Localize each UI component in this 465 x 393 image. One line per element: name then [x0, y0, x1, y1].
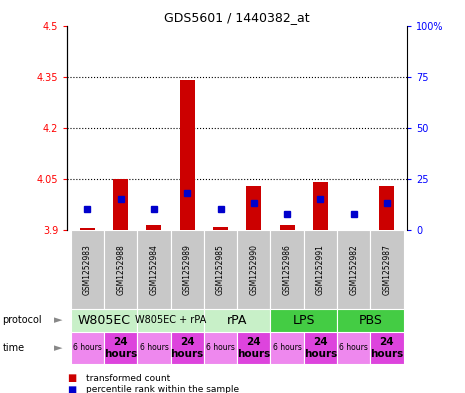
- Text: percentile rank within the sample: percentile rank within the sample: [86, 386, 239, 393]
- Bar: [237, 230, 271, 309]
- Bar: [71, 332, 104, 364]
- Bar: [370, 332, 404, 364]
- Text: 6 hours: 6 hours: [339, 343, 368, 352]
- Bar: [71, 309, 137, 332]
- Bar: [113, 180, 128, 230]
- Text: 6 hours: 6 hours: [140, 343, 168, 352]
- Bar: [279, 225, 294, 230]
- Bar: [180, 80, 195, 230]
- Bar: [171, 332, 204, 364]
- Text: PBS: PBS: [359, 314, 382, 327]
- Bar: [237, 332, 271, 364]
- Bar: [137, 332, 171, 364]
- Bar: [304, 230, 337, 309]
- Text: GSM1252983: GSM1252983: [83, 244, 92, 295]
- Bar: [213, 227, 228, 230]
- Text: protocol: protocol: [2, 315, 42, 325]
- Bar: [204, 309, 271, 332]
- Text: ►: ►: [54, 343, 62, 353]
- Bar: [271, 230, 304, 309]
- Text: GSM1252986: GSM1252986: [283, 244, 292, 295]
- Text: 24
hours: 24 hours: [237, 337, 271, 358]
- Text: GSM1252985: GSM1252985: [216, 244, 225, 295]
- Text: 6 hours: 6 hours: [206, 343, 235, 352]
- Text: GSM1252988: GSM1252988: [116, 244, 125, 295]
- Bar: [370, 230, 404, 309]
- Text: GSM1252987: GSM1252987: [382, 244, 392, 295]
- Bar: [104, 230, 137, 309]
- Text: GSM1252991: GSM1252991: [316, 244, 325, 295]
- Bar: [204, 230, 237, 309]
- Title: GDS5601 / 1440382_at: GDS5601 / 1440382_at: [164, 11, 310, 24]
- Text: transformed count: transformed count: [86, 374, 170, 382]
- Bar: [271, 332, 304, 364]
- Text: W805EC: W805EC: [78, 314, 131, 327]
- Bar: [379, 185, 394, 230]
- Text: ■: ■: [67, 385, 77, 393]
- Text: LPS: LPS: [292, 314, 315, 327]
- Bar: [313, 182, 328, 230]
- Bar: [246, 185, 261, 230]
- Bar: [204, 332, 237, 364]
- Text: W805EC + rPA: W805EC + rPA: [135, 315, 206, 325]
- Text: GSM1252989: GSM1252989: [183, 244, 192, 295]
- Bar: [304, 332, 337, 364]
- Text: 6 hours: 6 hours: [272, 343, 301, 352]
- Text: 6 hours: 6 hours: [73, 343, 102, 352]
- Text: GSM1252982: GSM1252982: [349, 244, 358, 295]
- Bar: [337, 309, 404, 332]
- Text: 24
hours: 24 hours: [304, 337, 337, 358]
- Text: GSM1252990: GSM1252990: [249, 244, 258, 295]
- Text: 24
hours: 24 hours: [104, 337, 137, 358]
- Text: rPA: rPA: [227, 314, 247, 327]
- Bar: [71, 230, 104, 309]
- Text: 24
hours: 24 hours: [370, 337, 404, 358]
- Text: GSM1252984: GSM1252984: [149, 244, 159, 295]
- Bar: [80, 228, 95, 230]
- Bar: [171, 230, 204, 309]
- Text: 24
hours: 24 hours: [171, 337, 204, 358]
- Bar: [337, 332, 370, 364]
- Text: ►: ►: [54, 315, 62, 325]
- Bar: [271, 309, 337, 332]
- Bar: [137, 309, 204, 332]
- Text: ■: ■: [67, 373, 77, 383]
- Text: time: time: [2, 343, 25, 353]
- Bar: [146, 225, 161, 230]
- Bar: [337, 230, 370, 309]
- Bar: [104, 332, 137, 364]
- Bar: [137, 230, 171, 309]
